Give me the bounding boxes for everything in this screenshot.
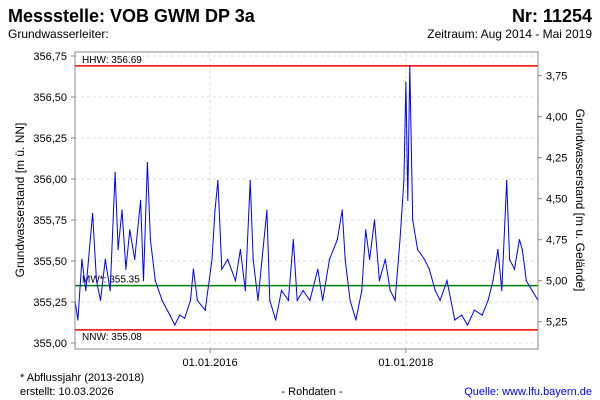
reference-label: NNW: 355.08 — [82, 332, 142, 343]
axes: 356,75 356,50 356,25 356,00 355,75 355,50 355,… — [33, 51, 567, 369]
y-tick-label: 356,25 — [33, 133, 67, 145]
reference-label: HHW: 356.69 — [82, 55, 142, 66]
y-tick-label: 356,00 — [33, 174, 67, 186]
grid — [75, 52, 538, 349]
y-tick-label: 355,25 — [33, 297, 67, 309]
y2-tick-label: 4,50 — [546, 194, 567, 206]
station-title: Messstelle: VOB GWM DP 3a — [8, 6, 256, 26]
y2-tick-label: 4,25 — [546, 153, 567, 165]
source-link[interactable]: Quelle: www.lfu.bayern.de — [464, 386, 592, 398]
series-line — [74, 65, 539, 327]
y-axis-label: Grundwasserstand [m ü. NN] — [13, 123, 27, 278]
plot-frame — [74, 51, 539, 350]
y2-tick-label: 3,75 — [546, 71, 567, 83]
x-tick-label: 01.01.2018 — [378, 357, 433, 369]
period-label: Zeitraum: Aug 2014 - Mai 2019 — [427, 27, 592, 41]
y2-tick-label: 5,00 — [546, 276, 567, 288]
y-tick-label: 355,75 — [33, 215, 67, 227]
y-tick-label: 355,00 — [33, 338, 67, 350]
y2-tick-label: 4,75 — [546, 235, 567, 247]
raw-data-label: - Rohdaten - — [281, 386, 342, 398]
y-tick-label: 356,75 — [33, 51, 67, 63]
created-date: erstellt: 10.03.2026 — [20, 386, 114, 398]
y2-tick-label: 4,00 — [546, 112, 567, 124]
station-number: Nr: 11254 — [512, 6, 592, 26]
footnote: * Abflussjahr (2013-2018) — [20, 372, 144, 384]
aquifer-label: Grundwasserleiter: — [8, 27, 109, 41]
y-tick-label: 355,50 — [33, 256, 67, 268]
y-tick-label: 356,50 — [33, 92, 67, 104]
y2-axis-label: Grundwasserstand [m u. Gelände] — [573, 109, 587, 292]
x-tick-label: 01.01.2016 — [183, 357, 238, 369]
y2-tick-label: 5,25 — [546, 317, 567, 329]
